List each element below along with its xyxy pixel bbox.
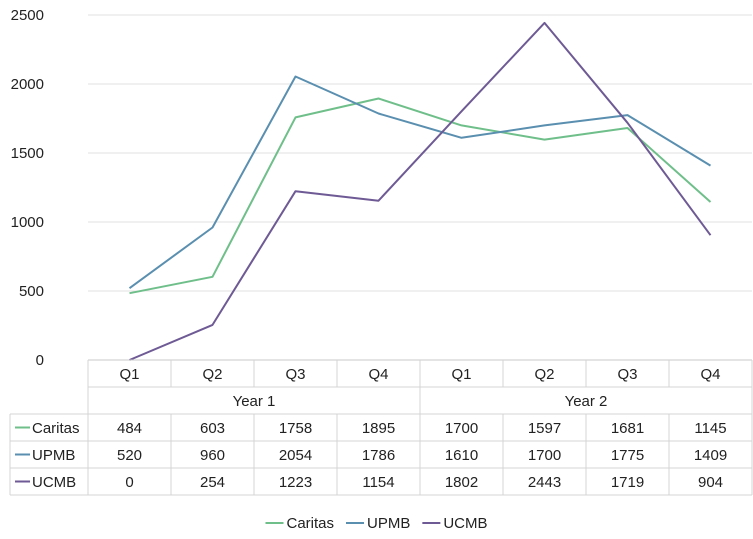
data-table-value: 1719 [611, 474, 644, 491]
y-tick-label: 1000 [11, 214, 44, 231]
x-category-label: Q2 [534, 366, 554, 383]
grid-lines [88, 14, 752, 292]
data-table-value: 2054 [279, 447, 312, 464]
data-table-value: 1786 [362, 447, 395, 464]
x-category-label: Q3 [285, 366, 305, 383]
x-group-label: Year 1 [233, 393, 276, 410]
data-table-value: 1802 [445, 474, 478, 491]
y-axis-tick-labels: 0 500 1000 1500 2000 2500 [11, 7, 44, 369]
data-table-value: 1681 [611, 420, 644, 437]
table-row-header: Caritas [32, 420, 80, 437]
y-tick-label: 0 [36, 352, 44, 369]
y-tick-label: 2000 [11, 76, 44, 93]
data-table-value: 1895 [362, 420, 395, 437]
data-table-value: 0 [125, 474, 133, 491]
legend-label: UCMB [443, 515, 487, 532]
data-table-value: 1154 [362, 474, 394, 491]
legend-label: UPMB [367, 515, 410, 532]
data-table-value: 1610 [445, 447, 478, 464]
x-category-label: Q4 [368, 366, 388, 383]
series-line-caritas [129, 97, 712, 295]
x-category-label: Q3 [617, 366, 637, 383]
data-table-value: 1223 [279, 474, 312, 491]
legend-label: Caritas [286, 515, 334, 532]
data-table-value: 2443 [528, 474, 561, 491]
data-table-value: 484 [117, 420, 142, 437]
data-table-value: 960 [200, 447, 225, 464]
x-category-label: Q4 [700, 366, 720, 383]
x-category-label: Q1 [119, 366, 139, 383]
x-group-label: Year 2 [565, 393, 608, 410]
data-table-value: 1775 [611, 447, 644, 464]
data-table: Q1 Q2 Q3 Q4 Q1 Q2 Q3 Q4 Year 1 Year 2 Caritas 484 60… [9, 359, 753, 496]
data-table-value: 1700 [528, 447, 561, 464]
data-table-value: 1700 [445, 420, 478, 437]
legend: Caritas UPMB UCMB [265, 515, 488, 532]
x-category-label: Q1 [451, 366, 471, 383]
table-row-header: UCMB [32, 474, 76, 491]
data-table-value: 1758 [279, 420, 312, 437]
data-table-value: 520 [117, 447, 142, 464]
series-line-upmb [128, 75, 712, 290]
y-tick-label: 2500 [11, 7, 44, 24]
table-row-header: UPMB [32, 447, 75, 464]
data-table-value: 603 [200, 420, 225, 437]
series-lines [128, 21, 712, 361]
y-tick-label: 1500 [11, 145, 44, 162]
y-tick-label: 500 [19, 283, 44, 300]
data-table-value: 904 [698, 474, 723, 491]
series-line-ucmb [129, 21, 712, 361]
data-table-value: 1145 [694, 420, 726, 437]
data-table-value: 1597 [528, 420, 561, 437]
data-table-value: 1409 [694, 447, 727, 464]
x-category-label: Q2 [202, 366, 222, 383]
data-table-value: 254 [200, 474, 225, 491]
